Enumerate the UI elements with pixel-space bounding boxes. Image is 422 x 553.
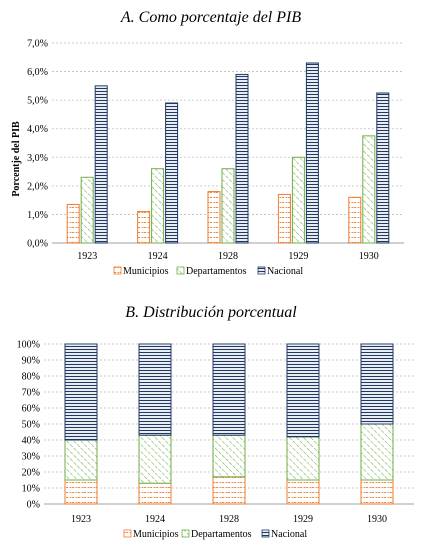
chart-b-legend: Municipios Departamentos Nacional: [123, 529, 307, 540]
legend-b-label-municipios: Municipios: [133, 529, 179, 540]
chart-a-x-tick-label: 1929: [288, 251, 308, 262]
chart-b-x-tick-label: 1924: [145, 514, 165, 525]
chart-a-y-tick-label: 1,0%: [27, 210, 48, 221]
chart-b-segment-municipios: [212, 476, 246, 505]
chart-b-y-tick-labels: 0% 10% 20% 30% 40% 50% 60% 70% 80% 90% 100%: [17, 340, 40, 511]
legend-b-swatch-departamentos: [181, 529, 190, 538]
chart-b-segment-municipios: [360, 479, 394, 505]
chart-a-y-tick-label: 7,0%: [27, 39, 48, 50]
chart-a-x-tick-label: 1923: [77, 251, 97, 262]
chart-a-bar-departamentos: [362, 135, 376, 244]
chart-b-segment-departamentos: [64, 439, 98, 481]
legend-a-label-departamentos: Departamentos: [186, 266, 247, 277]
chart-b-segment-nacional: [64, 343, 98, 441]
chart-b-y-tick-label: 50%: [22, 420, 40, 431]
chart-b-segment-nacional: [286, 343, 320, 438]
chart-a-x-tick-label: 1928: [218, 251, 238, 262]
chart-b-y-tick-label: 20%: [22, 468, 40, 479]
chart-b-segment-departamentos: [286, 436, 320, 481]
chart-b: B. Distribución porcentual 0% 10% 20% 30% 40…: [17, 304, 414, 540]
legend-b-label-nacional: Nacional: [271, 529, 307, 540]
legend-b-swatch-municipios: [123, 529, 132, 538]
chart-b-x-tick-label: 1928: [219, 514, 239, 525]
chart-b-segment-municipios: [64, 479, 98, 505]
chart-b-y-tick-label: 40%: [22, 436, 40, 447]
chart-a-bar-nacional: [376, 92, 390, 244]
chart-a-x-tick-labels: 1923 1924 1928 1929 1930: [77, 251, 379, 262]
chart-a-bars: [66, 62, 390, 244]
legend-a-swatch-municipios: [113, 266, 122, 275]
chart-b-y-tick-label: 60%: [22, 404, 40, 415]
chart-b-x-tick-labels: 1923 1924 1928 1929 1930: [71, 514, 387, 525]
chart-a-bar-nacional: [235, 73, 249, 244]
legend-a-label-municipios: Municipios: [123, 266, 169, 277]
chart-b-segment-nacional: [360, 343, 394, 425]
chart-a-x-tick-label: 1930: [359, 251, 379, 262]
chart-a-y-axis-label: Porcentje del PIB: [11, 121, 22, 197]
chart-a-y-tick-label: 3,0%: [27, 153, 48, 164]
chart-a: A. Como porcentaje del PIB 0,0% 1,0% 2,0% 3…: [11, 9, 404, 277]
chart-a-y-tick-label: 0,0%: [27, 239, 48, 250]
chart-b-segment-departamentos: [138, 434, 172, 484]
chart-b-segment-departamentos: [212, 434, 246, 478]
chart-a-bar-nacional: [94, 85, 108, 244]
chart-b-y-tick-label: 100%: [17, 340, 40, 351]
chart-b-segment-departamentos: [360, 423, 394, 481]
chart-a-bar-municipios: [348, 196, 362, 244]
chart-a-title: A. Como porcentaje del PIB: [120, 9, 301, 26]
chart-a-y-tick-label: 6,0%: [27, 67, 48, 78]
chart-a-y-tick-label: 2,0%: [27, 181, 48, 192]
chart-a-bar-departamentos: [291, 156, 305, 244]
chart-a-y-tick-label: 5,0%: [27, 96, 48, 107]
chart-a-y-tick-label: 4,0%: [27, 124, 48, 135]
chart-a-bar-nacional: [305, 62, 319, 244]
chart-b-title: B. Distribución porcentual: [125, 304, 297, 321]
chart-a-bar-departamentos: [221, 168, 235, 244]
chart-a-x-tick-label: 1924: [148, 251, 168, 262]
chart-b-y-tick-label: 70%: [22, 388, 40, 399]
chart-b-segment-municipios: [138, 482, 172, 505]
chart-b-segment-nacional: [138, 343, 172, 436]
chart-b-segment-nacional: [212, 343, 246, 436]
chart-b-y-tick-label: 80%: [22, 372, 40, 383]
chart-b-x-tick-label: 1923: [71, 514, 91, 525]
chart-b-y-tick-label: 30%: [22, 452, 40, 463]
chart-b-segment-municipios: [286, 479, 320, 505]
chart-a-bar-municipios: [137, 211, 151, 244]
chart-b-x-tick-label: 1930: [367, 514, 387, 525]
chart-b-bars: [64, 343, 394, 505]
legend-b-label-departamentos: Departamentos: [191, 529, 252, 540]
chart-b-y-tick-label: 10%: [22, 484, 40, 495]
legend-a-swatch-departamentos: [176, 266, 185, 275]
legend-a-label-nacional: Nacional: [267, 266, 303, 277]
chart-a-bar-municipios: [207, 191, 221, 244]
chart-a-bar-municipios: [66, 203, 80, 244]
chart-b-y-tick-label: 0%: [27, 500, 40, 511]
chart-a-bar-nacional: [165, 102, 179, 244]
legend-a-swatch-nacional: [257, 266, 266, 275]
chart-a-bar-municipios: [277, 193, 291, 244]
chart-a-legend: Municipios Departamentos Nacional: [113, 266, 303, 277]
chart-b-y-tick-label: 90%: [22, 356, 40, 367]
legend-b-swatch-nacional: [261, 529, 270, 538]
chart-a-bar-departamentos: [151, 168, 165, 244]
chart-a-y-tick-labels: 0,0% 1,0% 2,0% 3,0% 4,0% 5,0% 6,0% 7,0%: [27, 39, 48, 250]
chart-a-bar-departamentos: [80, 176, 94, 244]
chart-b-x-tick-label: 1929: [293, 514, 313, 525]
